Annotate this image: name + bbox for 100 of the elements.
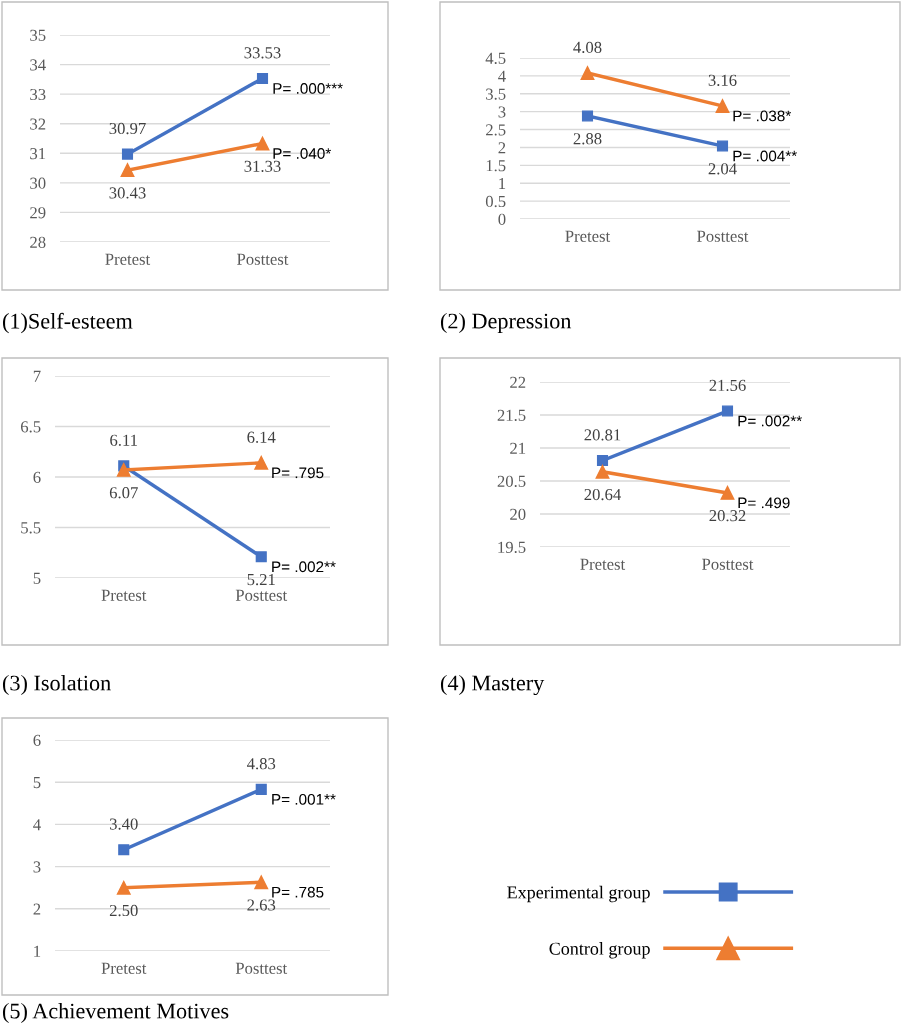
point <box>254 875 269 890</box>
point <box>254 455 269 470</box>
annotation: P= .000*** <box>273 83 343 94</box>
data-label: 31.33 <box>244 160 281 172</box>
y-tick-label: 28 <box>30 236 46 248</box>
y-tick-label: 4.5 <box>485 52 506 65</box>
data-label: 4.83 <box>246 758 276 770</box>
data-label: 6.14 <box>247 431 276 443</box>
annotation: P= .038* <box>733 110 792 122</box>
point <box>720 485 735 500</box>
y-tick-label: 6.5 <box>20 421 41 433</box>
data-label: 2.04 <box>708 163 737 175</box>
data-label: 3.16 <box>708 74 737 86</box>
data-label: 21.56 <box>709 379 746 392</box>
text: (2) Depression <box>440 312 572 334</box>
y-tick-label: 1.5 <box>486 160 506 172</box>
text: (3) Isolation <box>2 674 111 696</box>
point <box>716 140 729 152</box>
point <box>721 405 734 417</box>
data-label: 4.08 <box>573 41 602 54</box>
y-tick-label: 5 <box>33 572 41 584</box>
y-tick-label: 21 <box>510 442 526 454</box>
data-label: 2.63 <box>247 899 276 911</box>
data-label: 5.21 <box>247 573 275 586</box>
data-label: 2.50 <box>109 904 138 917</box>
y-tick-label: 6 <box>33 734 41 746</box>
y-tick-label: 34 <box>30 59 46 71</box>
y-tick-label: 3 <box>33 861 41 873</box>
data-label: 30.97 <box>109 122 146 135</box>
y-tick-label: 29 <box>30 207 46 219</box>
annotation: P= .785 <box>272 886 324 898</box>
annotation: P= .002** <box>738 415 802 427</box>
x-tick-label: Pretest <box>565 230 611 242</box>
x-tick-label: Posttest <box>237 253 289 265</box>
y-tick-label: 0 <box>498 213 506 225</box>
annotation: P= .001** <box>272 793 336 805</box>
x-tick-label: Pretest <box>101 589 147 601</box>
y-tick-label: 33 <box>30 88 46 101</box>
text: Experimental group <box>507 885 650 903</box>
y-tick-label: 30 <box>30 177 46 189</box>
point <box>255 136 270 151</box>
y-tick-label: 1 <box>34 945 41 957</box>
data-label: 20.81 <box>584 429 621 441</box>
y-tick-label: 2 <box>498 142 506 154</box>
point <box>256 72 269 85</box>
y-tick-label: 22 <box>510 376 526 388</box>
y-tick-label: 31 <box>30 148 46 160</box>
point <box>120 163 135 178</box>
point <box>581 110 594 122</box>
annotation: P= .002** <box>272 561 336 573</box>
data-label: 20.64 <box>584 488 621 501</box>
y-tick-label: 4 <box>33 819 41 831</box>
point <box>255 783 267 795</box>
data-label: 3.40 <box>109 818 138 830</box>
x-tick-label: Pretest <box>580 558 626 570</box>
x-tick-label: Posttest <box>697 230 749 242</box>
data-label: 20.32 <box>709 510 746 522</box>
point <box>118 844 130 856</box>
data-label: 33.53 <box>244 47 281 59</box>
y-tick-label: 0.5 <box>485 195 506 208</box>
y-tick-label: 2.5 <box>486 124 506 136</box>
point <box>116 880 131 895</box>
point <box>255 551 267 563</box>
point <box>121 148 134 160</box>
x-tick-label: Pretest <box>105 253 151 265</box>
x-tick-label: Posttest <box>235 589 288 601</box>
point <box>116 462 131 477</box>
y-tick-label: 20 <box>510 508 526 520</box>
text: Control group <box>549 942 650 959</box>
point <box>715 98 730 113</box>
annotation: P= .499 <box>738 497 790 509</box>
point <box>596 454 609 467</box>
y-tick-label: 3.5 <box>486 88 506 100</box>
data-label: 2.88 <box>573 133 602 145</box>
y-tick-label: 3 <box>498 106 506 118</box>
y-tick-label: 5.5 <box>21 522 41 534</box>
x-tick-label: Posttest <box>235 962 288 974</box>
x-tick-label: Posttest <box>702 558 754 570</box>
text: (4) Mastery <box>440 674 545 696</box>
data-label: 6.07 <box>109 487 138 499</box>
y-tick-label: 1 <box>499 178 506 189</box>
y-tick-label: 7 <box>33 370 41 382</box>
annotation: P= .040* <box>273 148 332 159</box>
annotation: P= .004** <box>733 150 797 162</box>
x-tick-label: Pretest <box>101 962 147 974</box>
y-tick-label: 2 <box>33 903 41 915</box>
annotation: P= .795 <box>272 467 324 479</box>
text: (5) Achievement Motives <box>2 1002 229 1024</box>
y-tick-label: 32 <box>30 118 46 130</box>
point <box>580 66 595 80</box>
y-tick-label: 4 <box>498 70 506 82</box>
y-tick-label: 21.5 <box>497 409 526 422</box>
y-tick-label: 5 <box>33 777 41 789</box>
data-label: 30.43 <box>109 187 146 199</box>
y-tick-label: 6 <box>33 471 41 483</box>
y-tick-label: 20.5 <box>497 475 526 488</box>
y-tick-label: 19.5 <box>498 541 526 554</box>
y-tick-label: 35 <box>30 29 46 41</box>
point <box>595 464 610 479</box>
text: (1)Self-esteem <box>2 312 133 334</box>
